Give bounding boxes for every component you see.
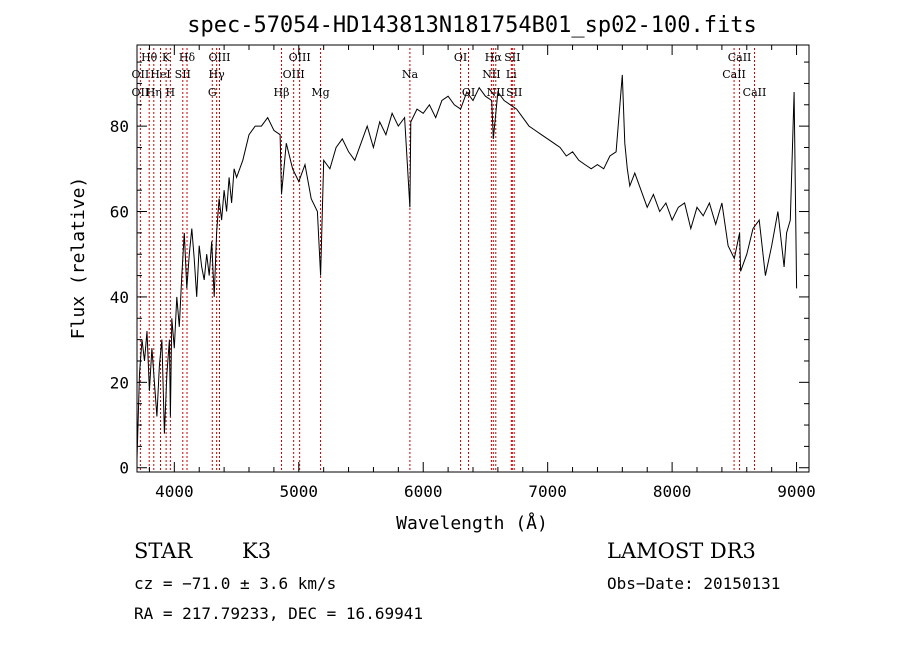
y-axis: 0 20 40 60 80 <box>110 61 809 478</box>
x-tick-label: 9000 <box>777 482 816 501</box>
line-label: K <box>162 51 171 64</box>
line-label: CaII <box>728 51 752 64</box>
spectrum-line <box>136 74 798 460</box>
line-label: OI <box>454 51 467 64</box>
coordinates: RA = 217.79233, DEC = 16.69941 <box>134 604 423 623</box>
line-label: Na <box>402 68 419 81</box>
line-label: Li <box>506 68 517 81</box>
x-tick-label: 8000 <box>653 482 692 501</box>
x-tick-label: 5000 <box>280 482 319 501</box>
line-label: Hη <box>146 86 162 99</box>
x-tick-label: 6000 <box>404 482 443 501</box>
line-label: SII <box>504 51 520 64</box>
x-tick-label: 4000 <box>155 482 194 501</box>
spectral-line-markers <box>139 48 755 471</box>
observation-date: Obs−Date: 20150131 <box>607 574 781 593</box>
survey-name: LAMOST DR3 <box>607 539 756 563</box>
line-label: CaII <box>722 68 746 81</box>
line-label: Hα <box>485 51 503 64</box>
x-tick-label: 7000 <box>528 482 567 501</box>
line-label: H <box>166 86 176 99</box>
object-class: STAR <box>134 539 193 563</box>
y-tick-label: 0 <box>119 459 129 478</box>
line-label: NII <box>482 68 500 81</box>
y-tick-label: 80 <box>110 117 129 136</box>
y-axis-label: Flux (relative) <box>68 177 89 340</box>
line-label: OIII <box>283 68 305 81</box>
line-label: HeI <box>150 68 170 81</box>
y-tick-label: 20 <box>110 373 129 392</box>
line-label: SII <box>506 86 522 99</box>
line-label: OIII <box>208 51 230 64</box>
line-label: OIII <box>289 51 311 64</box>
y-tick-label: 60 <box>110 203 129 222</box>
plot-frame <box>136 44 810 473</box>
line-label: Mg <box>311 86 329 99</box>
line-label: G <box>208 86 217 99</box>
line-label: OI <box>462 86 475 99</box>
line-label: SII <box>175 68 191 81</box>
line-label: Hβ <box>274 86 290 99</box>
y-tick-label: 40 <box>110 288 129 307</box>
line-label: OII <box>132 86 150 99</box>
x-axis: 4000 5000 6000 7000 8000 9000 <box>148 45 816 501</box>
line-label: CaII <box>743 86 767 99</box>
line-label: Hθ <box>141 51 158 64</box>
line-label: Hδ <box>179 51 196 64</box>
redshift-value: cz = −71.0 ± 3.6 km/s <box>134 574 337 593</box>
line-label: Hγ <box>209 68 226 81</box>
line-label: OII <box>132 68 150 81</box>
chart-title: spec-57054-HD143813N181754B01_sp02-100.f… <box>187 13 757 38</box>
object-subclass: K3 <box>242 539 272 563</box>
line-label: NII <box>487 86 505 99</box>
x-axis-label: Wavelength (Å) <box>396 512 548 534</box>
